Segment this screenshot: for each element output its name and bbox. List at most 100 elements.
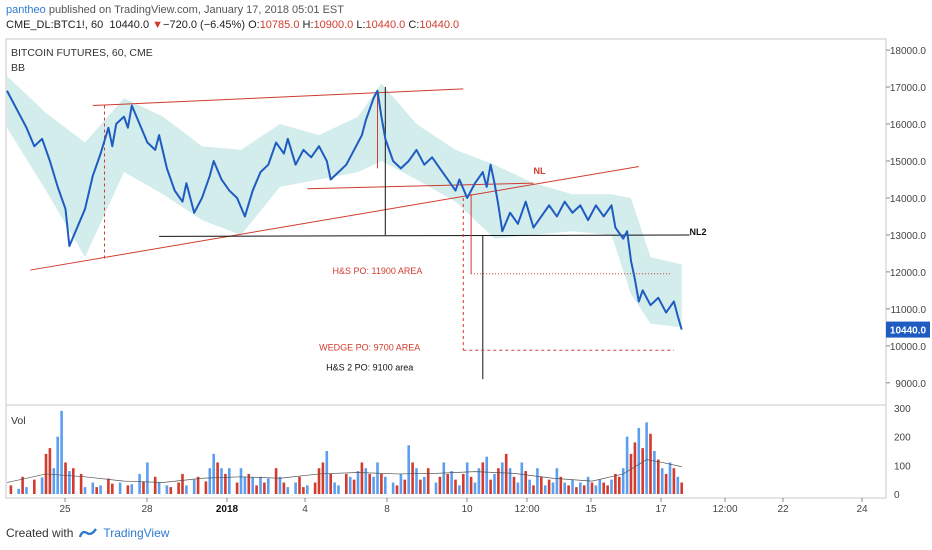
close-value: 10440.0	[419, 19, 460, 31]
volume-bar	[582, 485, 586, 494]
volume-bar	[423, 476, 426, 494]
volume-bar	[676, 476, 680, 494]
time-tick-label: 10	[461, 504, 473, 515]
published-text: published on TradingView.com, January 17…	[48, 4, 344, 16]
volume-bar	[571, 479, 574, 494]
volume-bar	[481, 462, 485, 494]
volume-bar	[497, 468, 500, 494]
volume-bar	[567, 485, 570, 494]
volume-bar	[563, 482, 566, 494]
volume-bar	[555, 468, 559, 494]
volume-bar	[411, 462, 414, 494]
volume-tick-label: 0	[894, 490, 900, 501]
volume-bar	[637, 428, 641, 494]
tradingview-brand[interactable]: TradingView	[103, 526, 170, 540]
volume-bar	[138, 473, 141, 494]
volume-bar	[169, 487, 173, 494]
volume-bar	[278, 476, 282, 494]
volume-bar	[528, 479, 531, 494]
volume-bar	[462, 473, 465, 494]
volume-bar	[95, 487, 98, 494]
volume-bar	[391, 482, 395, 494]
volume-bar	[594, 485, 598, 494]
volume-bar	[395, 485, 399, 494]
volume-bar	[493, 473, 496, 494]
volume-bar	[516, 482, 520, 494]
volume-bar	[465, 462, 469, 494]
volume-bar	[68, 471, 71, 494]
price-line	[6, 89, 683, 330]
volume-bar	[454, 479, 457, 494]
publish-info: pantheo published on TradingView.com, Ja…	[6, 4, 344, 16]
time-tick-label: 2018	[216, 504, 239, 515]
volume-bar	[438, 476, 442, 494]
volume-bar	[212, 453, 215, 494]
volume-bar	[348, 476, 352, 494]
volume-bar	[664, 473, 668, 494]
high-label: H:	[302, 19, 314, 31]
volume-bar	[403, 479, 407, 494]
volume-bar	[177, 482, 180, 494]
volume-bar	[325, 451, 329, 494]
volume-bar	[165, 485, 169, 494]
volume-bar	[118, 482, 122, 494]
volume-bar	[520, 462, 524, 494]
volume-bar	[618, 476, 621, 494]
volume-bar	[235, 482, 239, 494]
last-price-badge	[886, 321, 930, 338]
volume-bar	[368, 473, 371, 494]
volume-bar	[83, 487, 87, 494]
volume-bar	[547, 479, 551, 494]
price-tick-label: 13000.0	[890, 231, 927, 242]
low-label: L:	[356, 19, 366, 31]
volume-bar	[668, 462, 672, 494]
volume-bar	[267, 478, 270, 494]
annotations: NL NL2 H&S PO: 11900 AREA WEDGE PO: 9700 AR…	[319, 166, 706, 373]
volume-bar	[645, 422, 648, 494]
high-value: 10900.0	[313, 19, 354, 31]
volume-bar	[660, 468, 664, 494]
close-label: C:	[408, 19, 420, 31]
indicator-label: BB	[11, 62, 25, 74]
volume-bar	[9, 485, 13, 494]
low-value: 10440.0	[365, 19, 406, 31]
volume-bar	[376, 462, 379, 494]
volume-bar	[559, 476, 563, 494]
volume-tick-label: 100	[894, 461, 911, 472]
volume-bar	[501, 462, 504, 494]
volume-ma-line	[6, 459, 682, 483]
volume-bar	[247, 473, 251, 494]
price-tick-label: 15000.0	[890, 157, 927, 168]
volume-bar	[126, 485, 130, 494]
symbol-info: CME_DL:BTC1!, 60 10440.0 ▼−720.0 (−6.45%…	[6, 19, 459, 31]
chart-area[interactable]: 9000.0 10000.0 11000.0 12000.0 13000.0 14000.…	[0, 34, 932, 534]
volume-bar	[372, 476, 375, 494]
annotation-label: NL	[534, 166, 546, 176]
open-value: 10785.0	[259, 19, 300, 31]
price-tick-label: 10000.0	[890, 342, 927, 353]
neckline-nl	[307, 182, 534, 190]
time-tick-label: 15	[585, 504, 597, 515]
volume-bar	[633, 442, 637, 494]
volume-bar	[337, 485, 340, 494]
username-link[interactable]: pantheo	[6, 4, 46, 16]
volume-bar	[524, 471, 527, 494]
volume-bar	[504, 453, 508, 494]
footer: Created with TradingView	[6, 526, 169, 540]
volume-bar	[130, 484, 134, 494]
volume-bar	[629, 453, 633, 494]
trend-drawings	[30, 87, 690, 380]
volume-bar	[153, 476, 157, 494]
volume-bar	[551, 482, 555, 494]
symbol-label[interactable]: CME_DL:BTC1!, 60	[6, 19, 104, 31]
volume-bar	[485, 456, 488, 494]
volume-bar	[298, 476, 301, 494]
volume-bar	[91, 482, 95, 494]
neckline-nl2	[159, 234, 690, 237]
volume-tick-label: 300	[894, 404, 911, 415]
volume-bar	[259, 476, 262, 494]
volume-bar	[356, 471, 360, 494]
volume-bar	[590, 482, 594, 494]
down-arrow-icon: ▼	[152, 19, 164, 31]
price-tick-label: 17000.0	[890, 83, 927, 94]
